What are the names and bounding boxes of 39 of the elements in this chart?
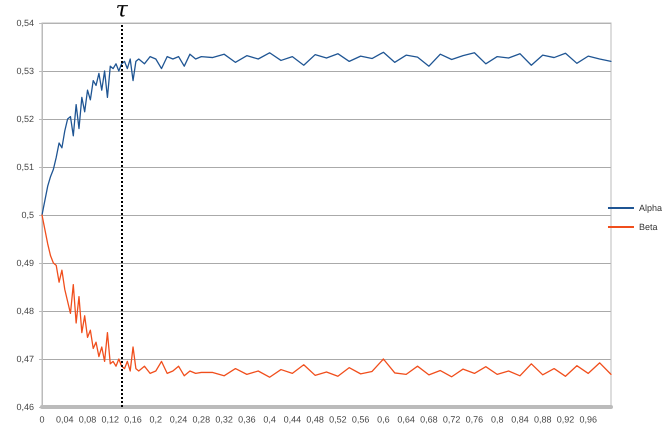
x-tick-label: 0 <box>39 414 45 424</box>
x-tick-label: 0,8 <box>490 414 504 424</box>
y-tick-label: 0,54 <box>16 18 34 28</box>
y-tick-label: 0,49 <box>16 258 34 268</box>
y-tick-label: 0,47 <box>16 354 34 364</box>
y-tick-label: 0,46 <box>16 402 34 412</box>
x-tick-label: 0,04 <box>56 414 74 424</box>
y-tick-label: 0,53 <box>16 66 34 76</box>
x-tick-label: 0,64 <box>397 414 415 424</box>
x-tick-label: 0,4 <box>263 414 276 424</box>
x-tick-label: 0,6 <box>377 414 390 424</box>
x-tick-label: 0,72 <box>442 414 460 424</box>
ref-line-label: τ <box>116 0 129 22</box>
x-tick-label: 0,84 <box>511 414 529 424</box>
line-series <box>41 52 612 216</box>
x-tick-label: 0,12 <box>102 414 120 424</box>
x-tick-label: 0,56 <box>352 414 370 424</box>
x-tick-label: 0,24 <box>170 414 188 424</box>
legend-label: Alpha <box>638 203 662 213</box>
x-tick-label: 0,32 <box>215 414 233 424</box>
y-tick-label: 0,48 <box>16 306 34 316</box>
x-tick-label: 0,2 <box>150 414 162 424</box>
y-tick-label: 0,52 <box>16 114 34 124</box>
line-series <box>41 214 612 378</box>
legend-label: Beta <box>638 222 658 232</box>
x-tick-label: 0,68 <box>420 414 438 424</box>
x-tick-label: 0,92 <box>556 414 574 424</box>
x-tick-label: 0,36 <box>238 414 256 424</box>
x-tick-label: 0,76 <box>466 414 484 424</box>
x-tick-label: 0,44 <box>284 414 302 424</box>
y-tick-label: 0,5 <box>21 210 34 220</box>
y-tick-label: 0,51 <box>16 162 34 172</box>
x-tick-label: 0,88 <box>534 414 552 424</box>
x-tick-label: 0,08 <box>78 414 96 424</box>
x-tick-label: 0,16 <box>124 414 142 424</box>
x-tick-label: 0,28 <box>192 414 210 424</box>
x-tick-label: 0,48 <box>306 414 324 424</box>
x-tick-label: 0,52 <box>329 414 347 424</box>
x-tick-label: 0,96 <box>579 414 598 424</box>
